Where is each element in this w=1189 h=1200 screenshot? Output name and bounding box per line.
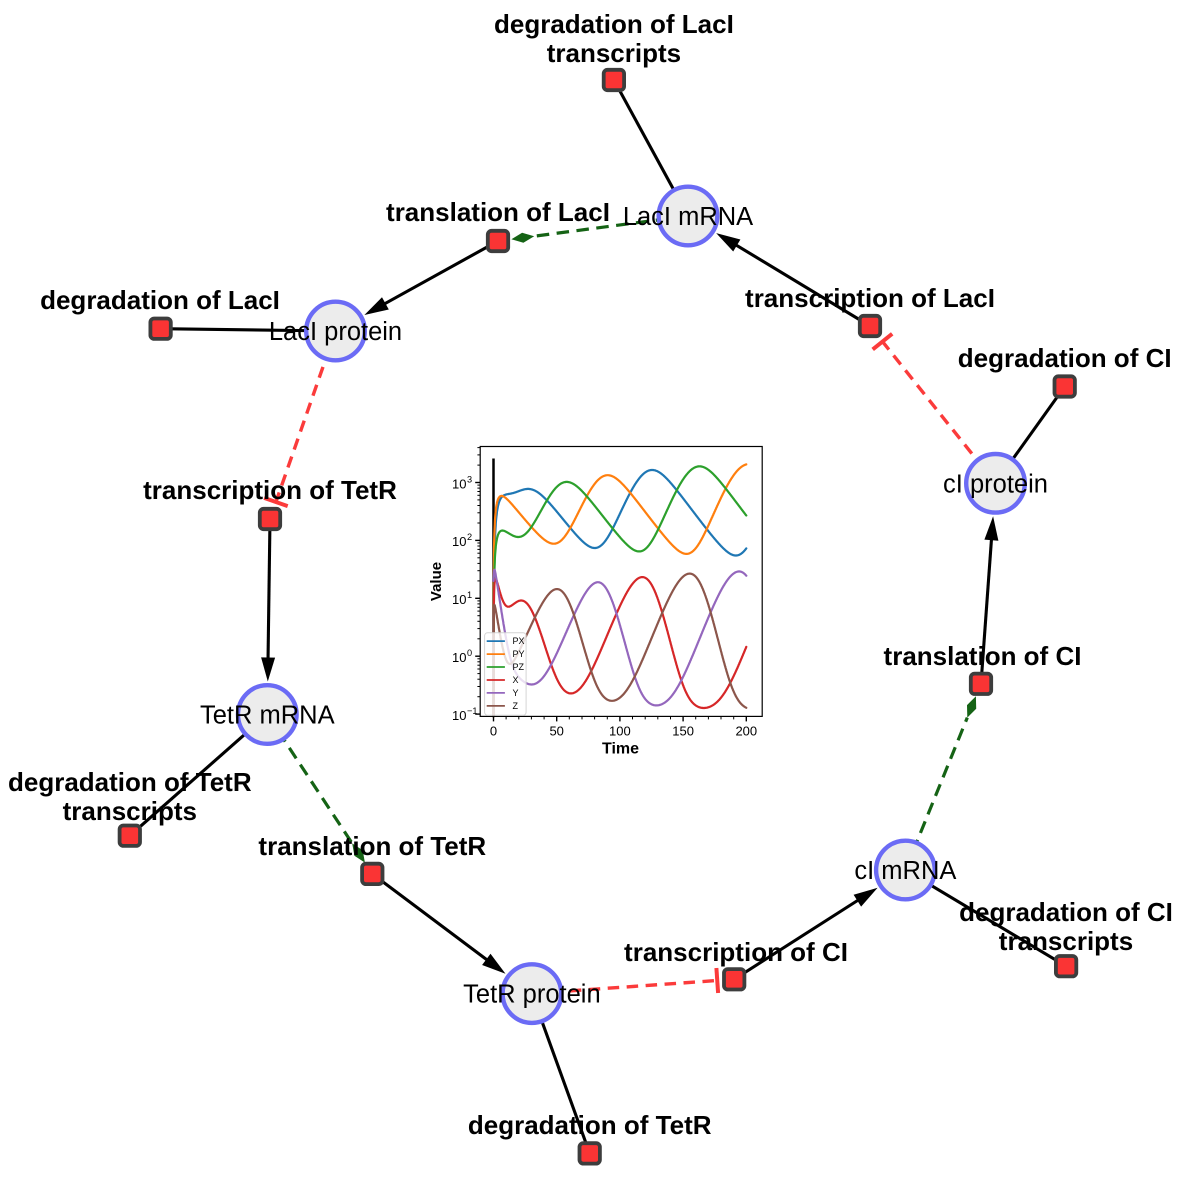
svg-text:−1: −1 <box>467 706 477 716</box>
svg-text:PX: PX <box>513 636 525 646</box>
svg-text:transcription of LacI: transcription of LacI <box>745 283 995 313</box>
svg-text:50: 50 <box>549 723 563 738</box>
svg-text:degradation of TetR: degradation of TetR <box>468 1110 712 1140</box>
svg-text:translation of CI: translation of CI <box>884 641 1082 671</box>
svg-text:150: 150 <box>672 723 694 738</box>
svg-text:cI protein: cI protein <box>943 470 1048 498</box>
svg-text:Time: Time <box>602 741 639 758</box>
svg-text:degradation of TetR: degradation of TetR <box>8 767 252 797</box>
svg-text:TetR protein: TetR protein <box>463 981 601 1009</box>
svg-text:1: 1 <box>467 590 472 600</box>
svg-text:X: X <box>513 675 519 685</box>
svg-text:10: 10 <box>452 592 466 607</box>
svg-text:100: 100 <box>609 723 631 738</box>
svg-text:degradation of LacI: degradation of LacI <box>494 9 734 39</box>
svg-text:translation of LacI: translation of LacI <box>386 197 610 227</box>
svg-text:10: 10 <box>452 476 466 491</box>
svg-text:cI mRNA: cI mRNA <box>854 857 956 885</box>
svg-text:200: 200 <box>735 723 757 738</box>
svg-text:10: 10 <box>452 650 466 665</box>
svg-text:degradation of CI: degradation of CI <box>959 897 1173 927</box>
svg-text:3: 3 <box>467 474 472 484</box>
svg-text:translation of TetR: translation of TetR <box>258 831 486 861</box>
svg-text:10: 10 <box>452 534 466 549</box>
svg-text:degradation of LacI: degradation of LacI <box>40 285 280 315</box>
svg-text:2: 2 <box>467 532 472 542</box>
svg-text:0: 0 <box>467 648 472 658</box>
svg-text:transcripts: transcripts <box>63 796 197 826</box>
svg-text:transcripts: transcripts <box>547 38 681 68</box>
svg-text:degradation of CI: degradation of CI <box>958 343 1172 373</box>
svg-text:Value: Value <box>428 562 445 601</box>
svg-text:PY: PY <box>513 649 525 659</box>
svg-text:LacI mRNA: LacI mRNA <box>623 203 753 231</box>
svg-text:Z: Z <box>513 701 519 711</box>
svg-text:LacI protein: LacI protein <box>269 318 402 346</box>
svg-text:0: 0 <box>490 723 497 738</box>
svg-text:10: 10 <box>452 708 466 723</box>
svg-text:TetR mRNA: TetR mRNA <box>200 702 335 730</box>
svg-text:transcription of CI: transcription of CI <box>624 937 848 967</box>
svg-text:transcripts: transcripts <box>999 926 1133 956</box>
svg-text:PZ: PZ <box>513 662 525 672</box>
svg-text:Y: Y <box>513 688 519 698</box>
svg-text:transcription of TetR: transcription of TetR <box>143 475 397 505</box>
